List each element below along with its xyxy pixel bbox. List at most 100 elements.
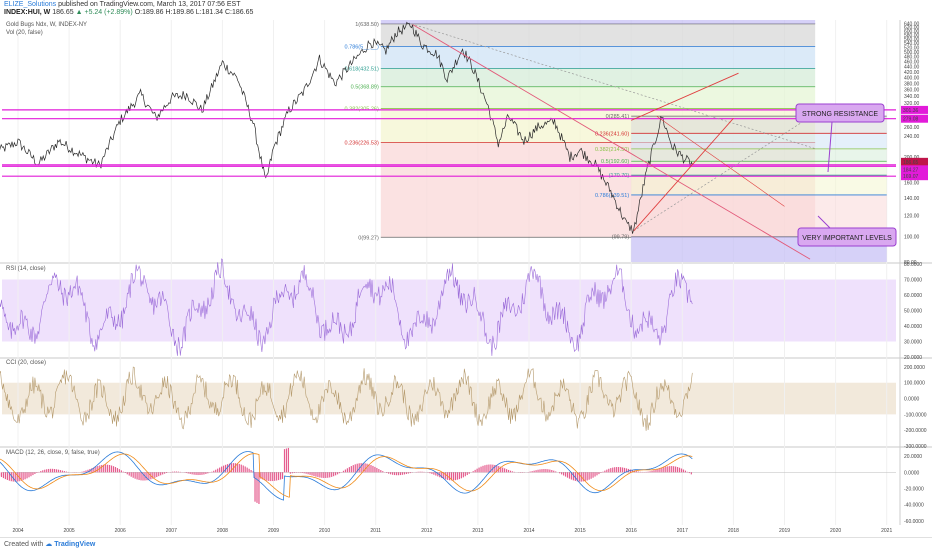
- cci-axis-tick: 0.0000: [904, 397, 920, 403]
- macd-histogram-bar: [317, 472, 318, 477]
- macd-histogram-bar: [105, 465, 106, 473]
- small-fib-zone: [631, 175, 887, 195]
- small-fib-zone: [631, 133, 887, 149]
- macd-histogram-bar: [160, 472, 161, 475]
- chart-area[interactable]: 1(638.50)0.786(5__.__)0.618(432.51)0.5(3…: [0, 17, 932, 537]
- macd-histogram-bar: [665, 467, 666, 473]
- macd-histogram-bar: [608, 469, 609, 473]
- macd-histogram-bar: [390, 472, 391, 474]
- macd-histogram-bar: [400, 472, 401, 475]
- macd-histogram-bar: [111, 466, 112, 473]
- macd-histogram-bar: [313, 472, 314, 476]
- macd-histogram-bar: [249, 469, 250, 473]
- macd-panel-title: MACD (12, 26, close, 9, false, true): [6, 450, 100, 456]
- macd-histogram-bar: [290, 472, 291, 473]
- year-label: 2012: [421, 528, 432, 534]
- footer: Created with ☁ TradingView: [0, 537, 932, 550]
- price-change: ▲ +5.24 (+2.89%): [76, 9, 133, 16]
- price-axis-tick: 140.00: [904, 196, 920, 202]
- macd-histogram-bar: [535, 470, 536, 472]
- macd-histogram-bar: [294, 472, 295, 473]
- macd-histogram-bar: [241, 465, 242, 473]
- macd-histogram-bar: [585, 472, 586, 481]
- last-price: 186.65: [52, 9, 73, 16]
- macd-histogram-bar: [380, 470, 381, 472]
- macd-histogram-bar: [217, 469, 218, 473]
- small-fib-label: 0.786(139.51): [595, 193, 629, 199]
- macd-histogram-bar: [691, 472, 692, 474]
- macd-histogram-bar: [382, 471, 383, 472]
- macd-histogram-bar: [107, 465, 108, 473]
- macd-histogram-bar: [596, 472, 597, 475]
- macd-histogram-bar: [113, 466, 114, 472]
- macd-histogram-bar: [469, 472, 470, 473]
- macd-histogram-bar: [284, 449, 285, 472]
- macd-histogram-bar: [449, 472, 450, 480]
- macd-histogram-bar: [32, 472, 33, 475]
- macd-histogram-bar: [420, 472, 421, 473]
- chart-header: ELIZE_Solutions published on TradingView…: [0, 0, 932, 17]
- author-link[interactable]: ELIZE_Solutions: [4, 1, 56, 8]
- macd-histogram-bar: [278, 472, 279, 480]
- macd-histogram-bar: [591, 472, 592, 478]
- macd-histogram-bar: [5, 472, 6, 479]
- price-axis-tick: 260.00: [904, 125, 920, 131]
- macd-histogram-bar: [239, 464, 240, 472]
- macd-histogram-bar: [154, 472, 155, 478]
- macd-histogram-bar: [315, 472, 316, 476]
- small-fib-label: 0.236(241.60): [595, 131, 629, 137]
- macd-histogram-bar: [323, 472, 324, 478]
- macd-histogram-bar: [306, 472, 307, 473]
- macd-histogram-bar: [219, 468, 220, 473]
- macd-histogram-bar: [598, 472, 599, 474]
- macd-axis-tick: 0.0000: [904, 470, 920, 476]
- price-tag-label: 279.08: [903, 117, 919, 123]
- macd-histogram-bar: [254, 472, 255, 501]
- macd-histogram-bar: [398, 472, 399, 475]
- price-tag-label: 186.65: [903, 160, 919, 166]
- macd-histogram-bar: [345, 470, 346, 473]
- macd-histogram-bar: [28, 472, 29, 477]
- macd-histogram-bar: [280, 472, 281, 479]
- macd-histogram-bar: [510, 471, 511, 473]
- macd-histogram-bar: [534, 471, 535, 473]
- fib-level-label: 0.236(226.53): [345, 141, 379, 147]
- macd-histogram-bar: [101, 465, 102, 472]
- macd-histogram-bar: [606, 470, 607, 473]
- macd-histogram-bar: [23, 472, 24, 480]
- macd-histogram-bar: [319, 472, 320, 477]
- macd-histogram-bar: [178, 472, 179, 473]
- macd-axis-tick: -40.0000: [904, 503, 924, 509]
- fib-level-label: 0(99.27): [358, 235, 379, 241]
- macd-histogram-bar: [125, 472, 126, 473]
- macd-histogram-bar: [618, 467, 619, 472]
- macd-histogram-bar: [197, 472, 198, 475]
- macd-histogram-bar: [119, 469, 120, 472]
- macd-histogram-bar: [689, 472, 690, 473]
- publish-info: published on TradingView.com, March 13, …: [58, 1, 240, 8]
- macd-histogram-bar: [402, 472, 403, 474]
- macd-histogram-bar: [530, 472, 531, 473]
- rsi-axis-tick: 60.0000: [904, 293, 922, 299]
- tradingview-logo-icon: ☁: [45, 541, 52, 548]
- macd-histogram-bar: [624, 468, 625, 472]
- fib-zone: [381, 47, 815, 69]
- macd-histogram-bar: [172, 472, 173, 473]
- macd-histogram-bar: [243, 465, 244, 472]
- macd-histogram-bar: [683, 470, 684, 473]
- tradingview-link[interactable]: TradingView: [54, 541, 95, 548]
- macd-histogram-bar: [302, 472, 303, 473]
- macd-histogram-bar: [40, 471, 41, 472]
- macd-histogram-bar: [174, 472, 175, 473]
- macd-histogram-bar: [333, 472, 334, 476]
- macd-histogram-bar: [264, 472, 265, 480]
- year-label: 2007: [166, 528, 177, 534]
- macd-histogram-bar: [266, 472, 267, 480]
- rsi-axis-tick: 20.0000: [904, 355, 922, 361]
- macd-histogram-bar: [433, 472, 434, 474]
- macd-histogram-bar: [388, 472, 389, 473]
- symbol-label[interactable]: INDEX:HUI, W: [4, 9, 50, 16]
- macd-histogram-bar: [376, 468, 377, 472]
- macd-histogram-bar: [410, 472, 411, 473]
- macd-histogram-bar: [58, 470, 59, 473]
